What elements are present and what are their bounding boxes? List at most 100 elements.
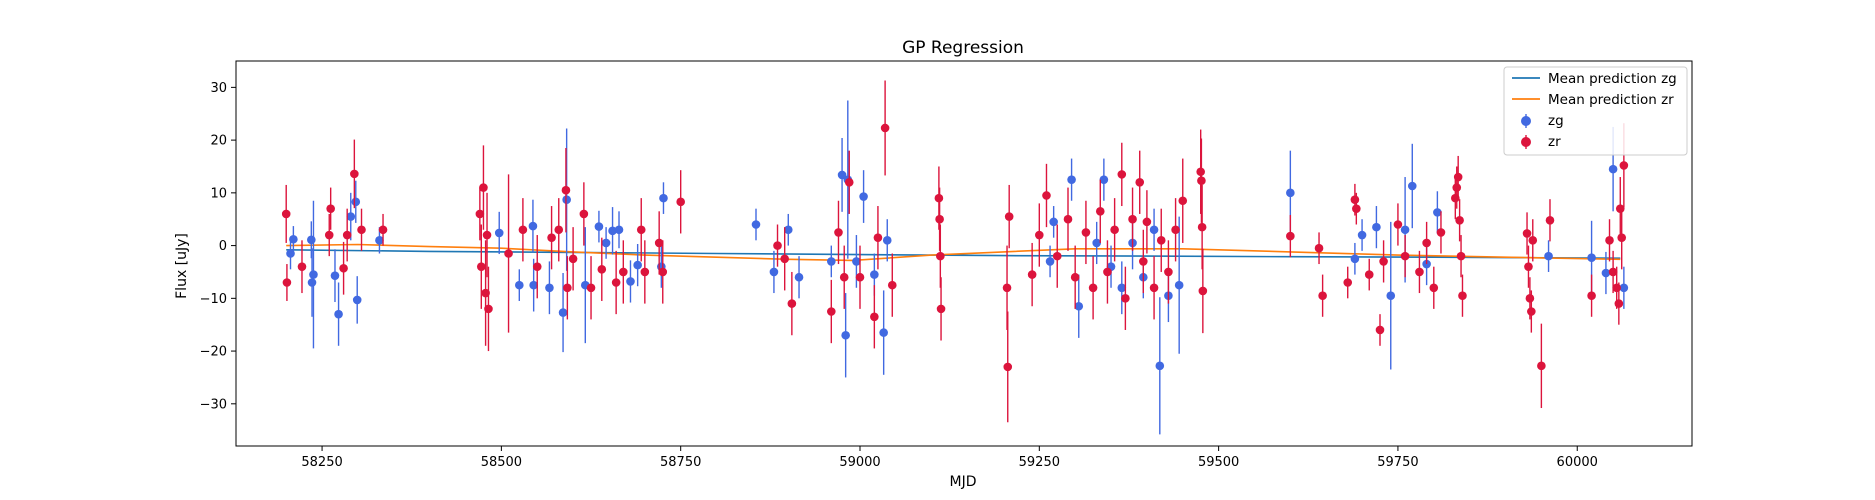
data-point-zg: [307, 248, 317, 317]
data-point-zg: [1407, 143, 1417, 229]
marker-zg: [1601, 268, 1611, 278]
marker-zr: [1004, 212, 1014, 221]
data-point-zr: [475, 187, 485, 241]
marker-zr: [1528, 236, 1538, 245]
marker-zg: [1433, 208, 1442, 217]
data-point-zg: [601, 227, 611, 259]
data-point-zr: [1352, 192, 1361, 225]
data-point-zr: [1142, 190, 1152, 254]
marker-zr: [1400, 251, 1410, 261]
marker-zg: [515, 280, 524, 290]
data-point-zr: [1178, 158, 1188, 243]
marker-zr: [1612, 283, 1621, 293]
marker-zr: [787, 299, 797, 308]
data-point-zg: [882, 219, 892, 262]
data-point-zr: [1375, 314, 1385, 346]
marker-zg: [1608, 164, 1618, 174]
data-point-zr: [1003, 311, 1013, 423]
data-point-zg: [626, 260, 635, 303]
data-point-zr: [1527, 290, 1536, 333]
marker-zr: [324, 230, 334, 240]
marker-zr: [1156, 236, 1166, 245]
marker-zg: [1587, 253, 1596, 263]
x-tick-label: 59000: [839, 455, 880, 470]
y-tick-label: 0: [219, 239, 227, 254]
legend-swatch-zg-marker: [1521, 116, 1531, 126]
marker-zg: [783, 225, 793, 235]
marker-zr: [1455, 215, 1464, 225]
marker-zr: [282, 278, 292, 287]
marker-zr: [579, 209, 589, 219]
x-tick-label: 60000: [1557, 455, 1598, 470]
marker-zg: [352, 295, 362, 305]
data-point-zr: [1286, 215, 1295, 258]
data-point-zr: [1436, 211, 1446, 254]
marker-zr: [1139, 257, 1148, 266]
data-point-zr: [481, 240, 490, 346]
data-point-zr: [518, 198, 528, 262]
data-point-zr: [1343, 266, 1353, 299]
marker-zg: [882, 236, 892, 245]
marker-zg: [841, 330, 850, 340]
marker-zg: [494, 228, 504, 238]
data-point-zr: [935, 187, 944, 251]
data-point-zg: [633, 244, 642, 287]
data-point-zr: [1364, 258, 1374, 291]
data-point-zr: [1095, 179, 1105, 243]
marker-zg: [1174, 280, 1184, 290]
legend-swatch-zr: [1521, 135, 1531, 149]
data-point-zg: [1067, 158, 1076, 201]
marker-zr: [934, 193, 944, 203]
marker-zg: [307, 235, 316, 245]
x-axis-title: MJD: [950, 474, 977, 490]
marker-zr: [1052, 251, 1062, 261]
x-tick-label: 58750: [660, 455, 701, 470]
marker-zr: [1128, 214, 1137, 224]
data-point-zg: [545, 261, 554, 315]
marker-zg: [1372, 222, 1381, 232]
data-point-zr: [1081, 200, 1091, 265]
marker-zr: [1436, 228, 1446, 237]
marker-zr: [880, 123, 890, 133]
marker-zr: [357, 225, 366, 235]
data-point-zr: [482, 192, 492, 278]
data-point-zr: [1042, 163, 1051, 228]
data-point-zg: [594, 210, 604, 243]
data-point-zg: [286, 237, 295, 270]
marker-zg: [1155, 361, 1165, 371]
data-point-zr: [568, 227, 578, 291]
data-point-zg: [608, 207, 617, 255]
data-point-zg: [879, 290, 888, 375]
legend-label-zg: zg: [1548, 113, 1564, 129]
marker-zr: [1314, 243, 1324, 253]
marker-zr: [1453, 172, 1463, 182]
data-point-zr: [1164, 240, 1173, 304]
data-point-zg: [562, 128, 571, 271]
marker-zr: [1605, 236, 1614, 245]
marker-zr: [936, 304, 946, 314]
marker-zr: [827, 307, 836, 316]
marker-zg: [1099, 175, 1109, 184]
marker-zr: [532, 262, 542, 271]
marker-zr: [1103, 267, 1112, 277]
data-point-zr: [554, 198, 564, 262]
data-point-zr: [936, 224, 945, 288]
data-point-zg: [659, 182, 668, 214]
marker-zr: [1198, 286, 1208, 296]
data-point-zr: [619, 240, 628, 304]
marker-zr: [834, 228, 843, 237]
data-point-zg: [1149, 208, 1159, 251]
marker-zr: [1456, 251, 1466, 261]
data-point-zr: [281, 184, 291, 243]
data-point-zr: [1139, 229, 1148, 294]
marker-zr: [586, 283, 596, 293]
marker-zr: [1415, 267, 1424, 277]
marker-zr: [1615, 204, 1625, 213]
data-point-zg: [352, 276, 362, 324]
marker-zr: [1121, 294, 1130, 303]
data-point-zr: [1004, 184, 1014, 249]
data-point-zr: [324, 213, 334, 257]
marker-zr: [518, 225, 528, 235]
data-point-zr: [378, 213, 388, 246]
